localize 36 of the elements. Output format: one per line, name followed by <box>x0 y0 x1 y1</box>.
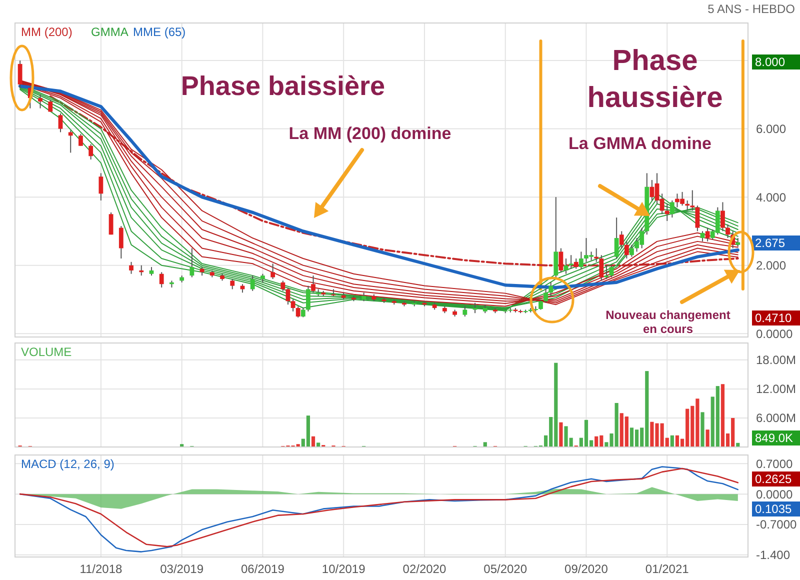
chart-title: MACD (12, 26, 9) <box>21 457 114 471</box>
x-tick-label: 10/2019 <box>322 562 366 576</box>
text: MM (200) <box>21 25 72 39</box>
text: 0.1035 <box>755 502 792 516</box>
y-tick-label: 0.7000 <box>756 456 794 471</box>
text: 849.0K <box>755 431 794 446</box>
annotation: La GMMA domine <box>568 134 712 153</box>
y-tick-label: 4.000 <box>756 190 786 204</box>
text: 0.2625 <box>755 472 792 486</box>
annotation: Nouveau changement en cours <box>606 308 730 336</box>
y-tick-label: -0.7000 <box>756 518 798 532</box>
x-tick-label: 06/2019 <box>241 562 285 576</box>
annotation: Phase baissière <box>180 71 386 101</box>
y-tick-label: 12.00M <box>756 382 796 396</box>
annotation: Phase haussière <box>587 45 723 114</box>
x-tick-label: 09/2020 <box>564 562 608 576</box>
x-tick-label: 02/2020 <box>402 562 446 576</box>
x-tick-label: 01/2021 <box>645 562 690 576</box>
y-tick-label: 18.00M <box>756 353 796 368</box>
x-tick-label: 03/2019 <box>160 562 204 576</box>
y-tick-label: 6.000M <box>756 411 796 426</box>
text: 5 ANS - HEBDO <box>708 2 795 16</box>
x-tick-label: 11/2018 <box>80 562 122 576</box>
y-tick-label: 2.000 <box>756 258 786 273</box>
annotation: La MM (200) domine <box>288 124 452 143</box>
text: 0.4710 <box>755 311 792 326</box>
x-tick-label: 05/2020 <box>484 562 528 576</box>
y-tick-label: 0.0000 <box>756 487 794 502</box>
y-tick-label: 0.0000 <box>756 326 794 341</box>
chart-title: VOLUME <box>21 345 72 359</box>
text: 8.000 <box>755 55 786 70</box>
y-tick-label: 6.000 <box>756 122 786 136</box>
y-tick-label: -1.400 <box>756 548 790 562</box>
text: GMMA <box>91 25 128 39</box>
text: 2.675 <box>755 236 786 250</box>
text: MME (65) <box>133 25 186 39</box>
